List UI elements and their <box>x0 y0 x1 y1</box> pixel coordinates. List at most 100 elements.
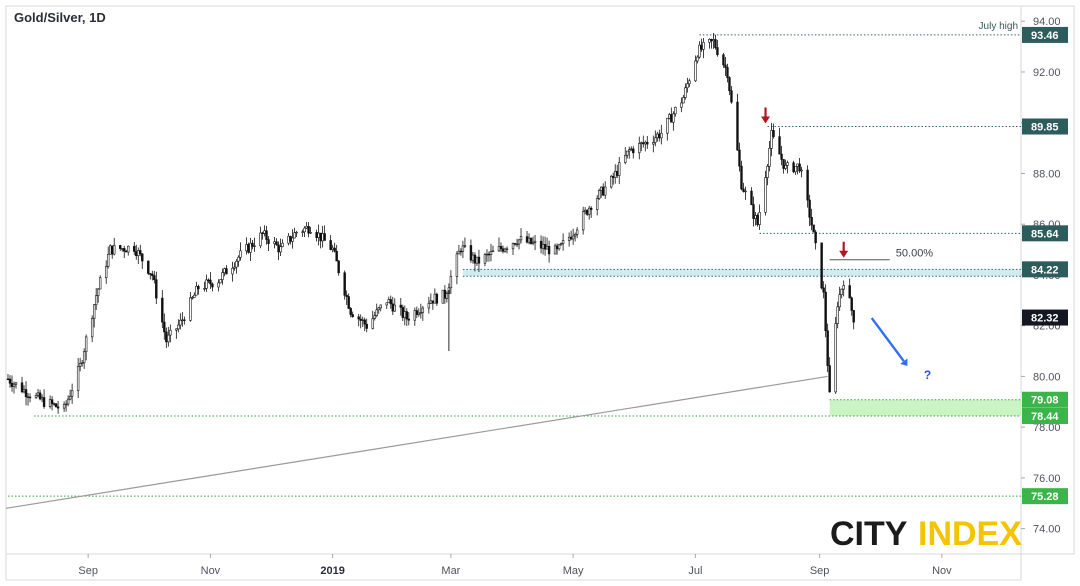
candle-body <box>810 216 813 226</box>
candle-body <box>20 382 24 393</box>
candle-body <box>758 212 761 225</box>
candle-body <box>80 362 84 364</box>
candle-body <box>147 260 150 274</box>
candle-body <box>730 90 733 103</box>
candle-body <box>195 286 198 296</box>
candle-body <box>417 312 421 315</box>
logo-city: CITY <box>830 515 908 553</box>
candle-body <box>531 242 535 244</box>
candle-body <box>323 233 326 241</box>
candle-body <box>379 304 382 309</box>
candle-body <box>349 308 352 315</box>
candle-body <box>6 378 10 381</box>
candle-body <box>343 272 346 296</box>
candle-body <box>389 299 392 305</box>
candle-body <box>772 130 775 137</box>
candle-body <box>193 294 196 298</box>
candle-body <box>601 186 605 196</box>
candle-body <box>64 403 68 406</box>
candle-body <box>716 47 719 56</box>
candle-body <box>113 245 116 255</box>
candle-body <box>752 204 755 219</box>
candle-body <box>710 39 713 42</box>
candle-body <box>597 190 601 199</box>
candle-body <box>405 311 409 320</box>
current-price-badge-text: 82.32 <box>1031 313 1059 325</box>
candle-body <box>109 245 112 255</box>
candle-body <box>768 148 771 167</box>
candle-body <box>624 155 627 163</box>
candle-body <box>545 245 549 250</box>
level-badge-6-text: 75.28 <box>1031 491 1059 503</box>
candle-body <box>642 142 645 145</box>
candle-body <box>672 113 675 123</box>
candle-body <box>541 244 545 249</box>
candle-body <box>656 133 659 139</box>
candle-body <box>82 351 86 364</box>
candle-body <box>403 311 406 318</box>
candle-body <box>543 244 547 250</box>
candle-body <box>712 39 715 42</box>
candle-body <box>407 318 411 321</box>
candle-body <box>688 80 691 85</box>
candle-body <box>261 232 264 235</box>
trend-line <box>5 375 828 509</box>
candle-body <box>419 312 423 314</box>
candle-body <box>668 114 671 119</box>
candle-body <box>501 248 505 252</box>
candle-body <box>351 314 354 318</box>
candle-body <box>177 324 180 330</box>
candle-body <box>295 231 298 234</box>
candle-body <box>165 331 168 343</box>
candle-body <box>207 279 210 282</box>
candle-body <box>281 242 284 247</box>
candle-body <box>92 304 96 319</box>
y-tick-label: 74.00 <box>1033 524 1061 536</box>
candle-body <box>469 245 473 261</box>
candle-body <box>68 395 72 400</box>
candle-body <box>824 291 827 332</box>
candle-body <box>413 310 417 321</box>
candle-body <box>471 254 475 261</box>
candle-body <box>670 114 673 123</box>
candle-body <box>333 247 336 252</box>
candle-body <box>684 87 687 98</box>
candle-body <box>614 170 617 178</box>
candle-body <box>111 245 114 255</box>
candle-body <box>26 396 30 398</box>
candle-body <box>155 279 158 299</box>
candle-body <box>293 232 296 239</box>
candle-body <box>808 199 811 218</box>
candle-body <box>475 256 479 264</box>
candle-body <box>321 233 324 242</box>
candle-body <box>595 198 599 210</box>
candle-body <box>491 250 495 252</box>
candle-body <box>726 67 729 78</box>
candle-body <box>487 253 491 256</box>
candle-body <box>151 273 154 276</box>
level-badge-1-bg <box>1022 118 1068 135</box>
candle-body <box>527 237 531 243</box>
level-badge-3-bg <box>1022 261 1068 278</box>
x-tick-label: Nov <box>201 565 221 577</box>
candle-body <box>247 244 250 253</box>
candle-body <box>435 293 439 304</box>
candle-body <box>78 363 82 367</box>
candle-body <box>666 117 669 134</box>
candle-body <box>42 397 46 407</box>
level-badge-4-bg <box>1022 391 1068 408</box>
candle-body <box>239 250 242 258</box>
candle-body <box>10 382 14 387</box>
candle-body <box>197 286 200 290</box>
candle-body <box>375 309 378 316</box>
candle-body <box>205 279 208 289</box>
candle-body <box>237 256 240 262</box>
candle-body <box>303 227 306 233</box>
candle-body <box>461 245 465 252</box>
candle-body <box>331 247 334 250</box>
x-tick-label: May <box>563 565 584 577</box>
candle-body <box>515 243 519 246</box>
candle-body <box>798 163 801 172</box>
candle-body <box>377 307 380 311</box>
